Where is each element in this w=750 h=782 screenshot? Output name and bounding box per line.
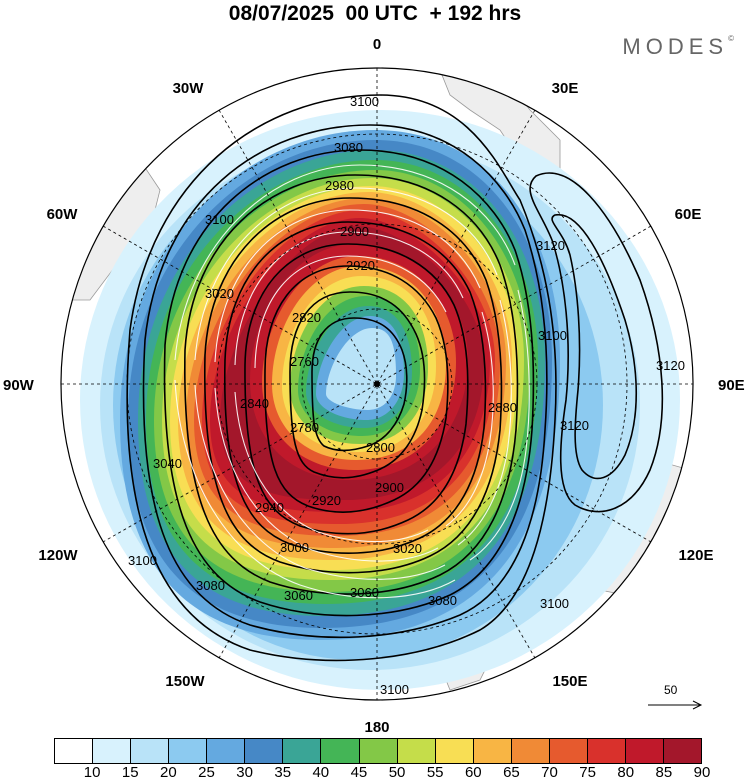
colorbar-label: 70	[541, 764, 558, 781]
contour-labels: 3100 3080 2980 2900 2920 3020 3100 3120 …	[128, 94, 685, 697]
contour-label: 3100	[128, 553, 157, 568]
lon-label-150e: 150E	[552, 673, 587, 690]
colorbar-label: 55	[426, 764, 444, 781]
colorbar-swatch	[93, 739, 132, 763]
colorbar-swatch	[321, 739, 360, 763]
colorbar-label: 90	[693, 764, 711, 781]
contour-label: 3080	[334, 140, 363, 155]
colorbar-label: 40	[312, 764, 330, 781]
contour-label: 2900	[375, 480, 404, 495]
colorbar-label: 35	[274, 764, 292, 781]
longitude-labels: 0 30E 60E 90E 120E 150E 180 150W 120W 90…	[3, 36, 745, 736]
contour-label: 3120	[656, 358, 685, 373]
arrow-right-icon	[692, 700, 703, 710]
colorbar-swatch	[207, 739, 246, 763]
colorbar-label: 20	[160, 764, 177, 781]
copyright-mark: ©	[728, 34, 734, 43]
contour-label: 3000	[280, 540, 309, 555]
contour-label: 2840	[240, 396, 269, 411]
colorbar-swatch	[664, 739, 702, 763]
contour-label: 3100	[540, 596, 569, 611]
lon-label-30e: 30E	[552, 80, 579, 97]
colorbar	[54, 738, 702, 764]
map-boundary	[60, 67, 694, 701]
contour-label: 3100	[538, 328, 567, 343]
contour-label: 2920	[346, 258, 375, 273]
logo-text: MODES	[622, 34, 729, 59]
colorbar-labels: 10 15 20 25 30 35 40 45 50 55 60 65 70 75 80 85 90	[0, 764, 750, 782]
contour-label: 2900	[340, 224, 369, 239]
colorbar-swatch	[549, 739, 588, 763]
reference-vector	[648, 700, 703, 710]
lon-label-60e: 60E	[675, 206, 702, 223]
lon-label-150w: 150W	[165, 673, 205, 690]
colorbar-label: 85	[655, 764, 673, 781]
colorbar-label: 50	[388, 764, 406, 781]
lon-label-180: 180	[364, 719, 389, 736]
map-title: 08/07/2025 00 UTC + 192 hrs	[228, 2, 522, 25]
contour-label: 2920	[312, 493, 341, 508]
colorbar-swatch	[587, 739, 626, 763]
graticule	[61, 68, 693, 700]
contour-label: 2880	[488, 400, 517, 415]
contour-label: 3020	[393, 541, 422, 556]
colorbar-swatch	[245, 739, 284, 763]
colorbar-label: 60	[464, 764, 482, 781]
colorbar-label: 45	[350, 764, 368, 781]
colorbar-swatch	[55, 739, 94, 763]
colorbar-swatch	[473, 739, 512, 763]
contour-label: 3100	[380, 682, 409, 697]
lon-label-120e: 120E	[678, 547, 713, 564]
colorbar-label: 80	[617, 764, 635, 781]
contour-label: 3120	[536, 238, 565, 253]
modes-logo: MODES©	[622, 34, 734, 60]
wind-streamlines	[174, 164, 530, 599]
contour-label: 2780	[290, 420, 319, 435]
contour-label: 3100	[205, 212, 234, 227]
colorbar-swatch	[397, 739, 436, 763]
contour-label: 3080	[428, 593, 457, 608]
contour-label: 3040	[153, 456, 182, 471]
contour-label: 2800	[366, 440, 395, 455]
lon-label-0: 0	[373, 36, 381, 53]
colorbar-swatch	[131, 739, 170, 763]
contour-label: 2980	[325, 178, 354, 193]
colorbar-swatch	[359, 739, 398, 763]
contour-label: 3060	[284, 588, 313, 603]
colorbar-swatch	[169, 739, 208, 763]
colorbar-label: 30	[236, 764, 253, 781]
colorbar-swatch	[625, 739, 664, 763]
lon-label-120w: 120W	[38, 547, 78, 564]
contour-label: 2760	[290, 354, 319, 369]
lon-label-90w: 90W	[3, 377, 35, 394]
lon-label-30w: 30W	[173, 80, 205, 97]
lon-label-60w: 60W	[47, 206, 79, 223]
colorbar-label: 10	[83, 764, 101, 781]
contour-label: 2940	[255, 500, 284, 515]
contour-label: 3120	[560, 418, 589, 433]
south-pole-marker	[374, 381, 380, 387]
colorbar-label: 65	[503, 764, 520, 781]
reference-vector-label: 50	[664, 683, 678, 697]
contour-label: 3060	[350, 585, 379, 600]
contour-label: 2820	[292, 310, 321, 325]
colorbar-swatch	[511, 739, 550, 763]
contour-label: 3020	[205, 286, 234, 301]
colorbar-swatch	[283, 739, 322, 763]
contour-label: 3080	[196, 578, 225, 593]
colorbar-label: 15	[121, 764, 139, 781]
colorbar-label: 75	[579, 764, 596, 781]
colorbar-swatch	[435, 739, 474, 763]
colorbar-label: 25	[198, 764, 215, 781]
contour-label: 3100	[350, 94, 379, 109]
lon-label-90e: 90E	[718, 377, 745, 394]
